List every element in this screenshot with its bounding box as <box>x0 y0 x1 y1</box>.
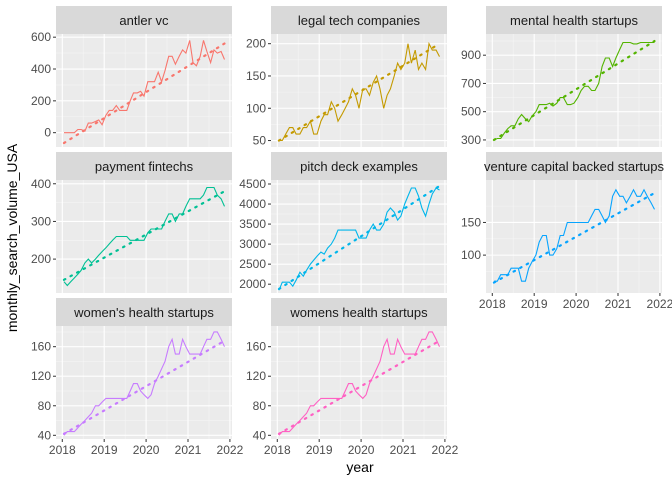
x-tick-label: 2020 <box>348 443 375 457</box>
series-line <box>63 186 226 287</box>
x-tick-label: 2018 <box>49 443 76 457</box>
trend-line <box>62 42 226 145</box>
y-tick-label: 3500 <box>239 217 266 231</box>
panel-strip <box>486 152 662 180</box>
y-tick-label: 500 <box>461 105 481 119</box>
x-axis-title: year <box>346 459 374 475</box>
series-line <box>63 331 225 436</box>
panel-strip-label: legal tech companies <box>298 13 421 28</box>
trend-line <box>277 42 441 142</box>
y-tick-label: 900 <box>461 48 481 62</box>
x-tick-label: 2022 <box>647 297 672 311</box>
y-tick-label: 160 <box>31 340 51 354</box>
trend-line <box>62 339 226 435</box>
y-tick-label: 120 <box>31 369 51 383</box>
trend-line <box>492 191 656 284</box>
x-tick-label: 2019 <box>91 443 118 457</box>
panel-strip <box>271 298 447 326</box>
panel-strip-label: mental health startups <box>510 13 638 28</box>
x-tick-label: 2019 <box>521 297 548 311</box>
y-tick-label: 2000 <box>239 277 266 291</box>
trend-line <box>277 184 441 291</box>
panel-strip-label: payment fintechs <box>95 159 194 174</box>
panel-payment-fintechs: payment fintechs 200 300 400 <box>31 152 232 293</box>
panel-legal-tech-companies: legal tech companies 50 100 150 200 <box>246 6 447 148</box>
y-tick-label: 100 <box>461 248 481 262</box>
y-tick-label: 200 <box>246 37 266 51</box>
panels-layer: antler vc 0 200 400 600 legal tech companies 5… <box>31 6 672 457</box>
series-line <box>493 41 655 141</box>
x-tick-label: 2018 <box>264 443 291 457</box>
x-tick-label: 2022 <box>432 443 459 457</box>
x-tick-label: 2022 <box>217 443 244 457</box>
panel-women-s-health-startups: women's health startups 40 80 120 160 2018 201… <box>31 298 244 457</box>
y-tick-label: 100 <box>246 101 266 115</box>
y-tick-label: 300 <box>31 214 51 228</box>
trend-line <box>62 190 226 281</box>
panel-strip-label: pitch deck examples <box>300 159 418 174</box>
trend-line <box>492 39 656 142</box>
x-tick-label: 2019 <box>306 443 333 457</box>
panel-strip <box>486 6 662 34</box>
panel-strip-label: antler vc <box>119 13 169 28</box>
panel-pitch-deck-examples: pitch deck examples 2000 2500 3000 3500 4000 4… <box>239 152 447 293</box>
y-tick-label: 300 <box>461 133 481 147</box>
series-line <box>494 188 655 282</box>
x-tick-label: 2018 <box>479 297 506 311</box>
series-line <box>278 331 440 436</box>
panel-strip <box>56 6 232 34</box>
y-tick-label: 160 <box>246 340 266 354</box>
x-tick-label: 2021 <box>605 297 632 311</box>
panel-womens-health-startups: womens health startups 40 80 120 160 2018 2019… <box>246 298 459 457</box>
panel-venture-capital-backed-startups: venture capital backed startups 100 150 201… <box>461 152 672 311</box>
panel-antler-vc: antler vc 0 200 400 600 <box>31 6 232 147</box>
y-tick-label: 3000 <box>239 237 266 251</box>
panel-strip-label: venture capital backed startups <box>484 159 664 174</box>
panel-background <box>486 180 662 293</box>
y-tick-label: 700 <box>461 76 481 90</box>
panel-strip <box>271 6 447 34</box>
y-tick-label: 400 <box>31 177 51 191</box>
series-line <box>279 41 440 142</box>
x-tick-label: 2020 <box>133 443 160 457</box>
y-tick-label: 150 <box>246 69 266 83</box>
panel-strip-label: womens health startups <box>289 305 428 320</box>
panel-background <box>271 34 447 147</box>
x-tick-label: 2021 <box>175 443 202 457</box>
x-tick-label: 2021 <box>390 443 417 457</box>
y-tick-label: 600 <box>31 30 51 44</box>
x-tick-label: 2020 <box>563 297 590 311</box>
y-tick-label: 200 <box>31 94 51 108</box>
panel-strip <box>271 152 447 180</box>
panel-strip <box>56 152 232 180</box>
trend-line <box>277 339 441 435</box>
y-tick-label: 150 <box>461 215 481 229</box>
panel-strip-label: women's health startups <box>73 305 214 320</box>
y-tick-label: 80 <box>38 399 52 413</box>
y-axis-title: monthly_search_volume_USA <box>4 143 20 332</box>
y-tick-label: 400 <box>31 62 51 76</box>
y-tick-label: 200 <box>31 252 51 266</box>
panel-strip <box>56 298 232 326</box>
panel-mental-health-startups: mental health startups 300 500 700 900 <box>461 6 662 147</box>
panel-background <box>486 34 662 147</box>
y-tick-label: 0 <box>44 126 51 140</box>
series-line <box>64 40 226 134</box>
y-tick-label: 40 <box>38 428 52 442</box>
y-tick-label: 120 <box>246 369 266 383</box>
y-tick-label: 40 <box>253 428 267 442</box>
y-tick-label: 4000 <box>239 197 266 211</box>
y-tick-label: 80 <box>253 399 267 413</box>
y-tick-label: 2500 <box>239 257 266 271</box>
y-tick-label: 4500 <box>239 177 266 191</box>
y-tick-label: 50 <box>253 134 267 148</box>
